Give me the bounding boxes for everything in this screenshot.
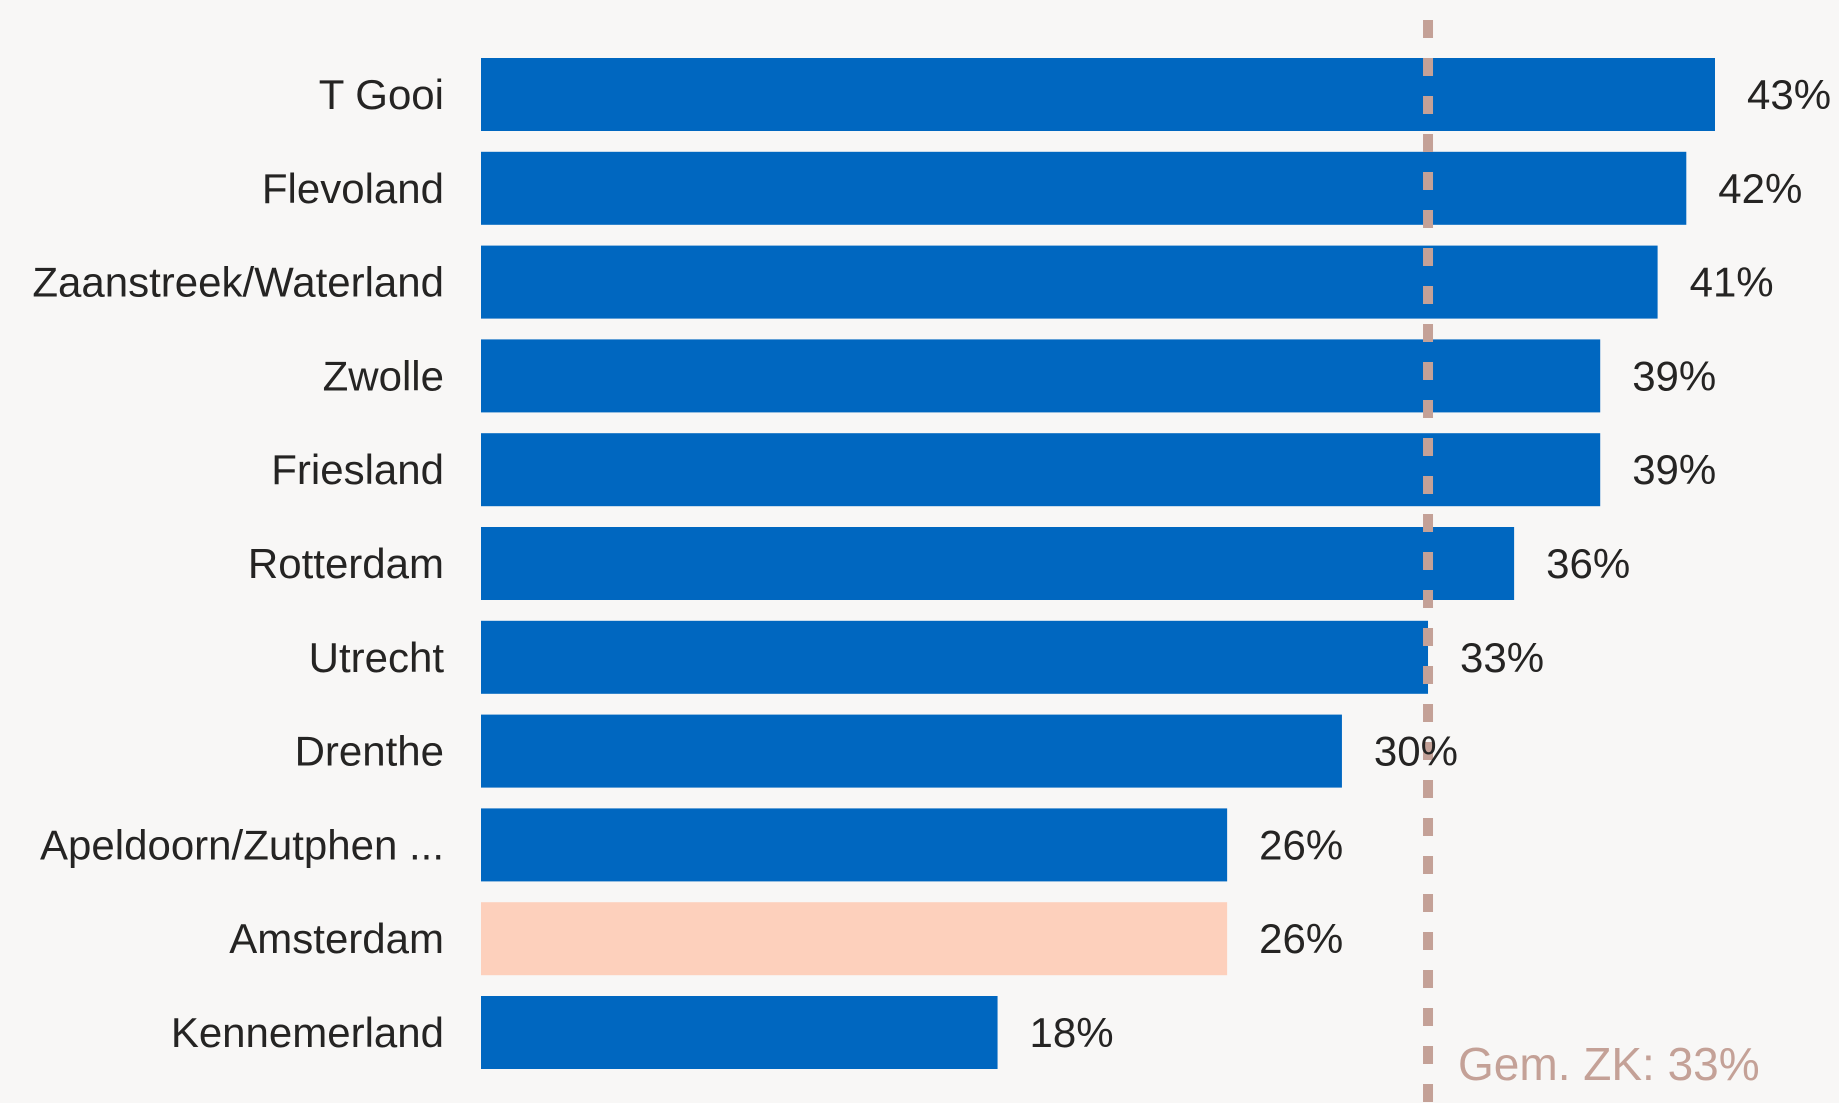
bar-zwolle[interactable] bbox=[481, 339, 1601, 413]
average-reference-label: Gem. ZK: 33% bbox=[1458, 1038, 1760, 1090]
labels-group: T Gooi 43% Flevoland 42% Zaanstreek/Waterlan… bbox=[32, 71, 1831, 1056]
category-label-apeldoorn-zutphen: Apeldoorn/Zutphen ... bbox=[40, 821, 444, 868]
category-label-rotterdam: Rotterdam bbox=[248, 540, 444, 587]
data-label-t-gooi: 43% bbox=[1747, 71, 1831, 118]
bar-rotterdam[interactable] bbox=[481, 527, 1515, 600]
bars-group bbox=[481, 58, 1715, 1069]
category-label-flevoland: Flevoland bbox=[262, 165, 444, 212]
data-label-friesland: 39% bbox=[1632, 446, 1716, 493]
bar-kennemerland[interactable] bbox=[481, 996, 998, 1069]
bar-zaanstreek-waterland[interactable] bbox=[481, 245, 1658, 319]
category-label-utrecht: Utrecht bbox=[309, 634, 445, 681]
data-label-zaanstreek-waterland: 41% bbox=[1690, 259, 1774, 306]
data-label-drenthe: 30% bbox=[1374, 728, 1458, 775]
bar-flevoland[interactable] bbox=[481, 151, 1687, 225]
data-label-utrecht: 33% bbox=[1460, 634, 1544, 681]
data-label-apeldoorn-zutphen: 26% bbox=[1259, 821, 1343, 868]
category-label-kennemerland: Kennemerland bbox=[171, 1009, 444, 1056]
data-label-rotterdam: 36% bbox=[1546, 540, 1630, 587]
bar-utrecht[interactable] bbox=[481, 620, 1429, 694]
data-label-amsterdam: 26% bbox=[1259, 915, 1343, 962]
bar-apeldoorn-zutphen[interactable] bbox=[481, 808, 1228, 882]
bar-friesland[interactable] bbox=[481, 433, 1601, 507]
category-label-drenthe: Drenthe bbox=[295, 728, 444, 775]
category-label-zwolle: Zwolle bbox=[323, 352, 444, 399]
category-label-zaanstreek-waterland: Zaanstreek/Waterland bbox=[32, 259, 444, 306]
reference-line-group: Gem. ZK: 33% bbox=[1423, 20, 1760, 1103]
category-label-t-gooi: T Gooi bbox=[319, 71, 444, 118]
bar-amsterdam[interactable] bbox=[481, 902, 1228, 976]
bar-drenthe[interactable] bbox=[481, 714, 1342, 788]
data-label-kennemerland: 18% bbox=[1030, 1009, 1114, 1056]
data-label-zwolle: 39% bbox=[1632, 352, 1716, 399]
data-label-flevoland: 42% bbox=[1718, 165, 1802, 212]
category-label-friesland: Friesland bbox=[271, 446, 444, 493]
bar-t-gooi[interactable] bbox=[481, 58, 1715, 131]
category-label-amsterdam: Amsterdam bbox=[229, 915, 444, 962]
